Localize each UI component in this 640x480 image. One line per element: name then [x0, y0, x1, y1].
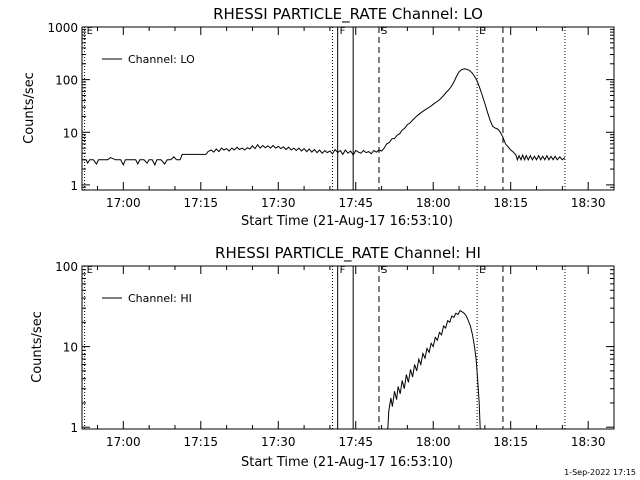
x-axis-label: Start Time (21-Aug-17 16:53:10) — [241, 214, 453, 229]
x-tick-label: 18:15 — [493, 435, 528, 449]
marker-label: F — [340, 26, 346, 37]
y-ticks: 1 10 100 1000 — [47, 21, 614, 193]
marker-label: S — [381, 265, 387, 276]
x-ticks: 17:00 17:15 17:30 17:45 18:00 18:15 18:30 — [96, 27, 615, 210]
marker-label: F — [340, 265, 346, 276]
x-tick-label: 17:00 — [106, 435, 141, 449]
y-tick-label: 10 — [63, 341, 78, 355]
series-line-hi — [387, 309, 481, 430]
x-tick-label: 17:00 — [106, 196, 141, 210]
plot-frame — [81, 265, 615, 430]
y-ticks: 1 10 100 — [55, 260, 614, 435]
x-tick-label: 17:15 — [183, 196, 218, 210]
legend-label: Channel: LO — [128, 53, 195, 66]
y-tick-label: 1 — [70, 179, 78, 193]
y-tick-label: 1000 — [47, 21, 78, 35]
series-line-lo — [82, 68, 566, 167]
x-tick-label: 18:30 — [571, 196, 606, 210]
x-tick-label: 17:30 — [261, 435, 296, 449]
x-tick-label: 18:30 — [571, 435, 606, 449]
y-tick-label: 100 — [55, 260, 78, 274]
plot-frame — [81, 26, 615, 191]
marker-label: E — [87, 26, 93, 37]
x-tick-label: 18:00 — [416, 435, 451, 449]
x-tick-label: 17:45 — [338, 196, 373, 210]
x-ticks: 17:00 17:15 17:30 17:45 18:00 18:15 18:30 — [96, 266, 615, 449]
chart-title: RHESSI PARTICLE_RATE Channel: LO — [213, 5, 483, 24]
y-tick-label: 10 — [63, 126, 78, 140]
marker-label: E — [479, 265, 485, 276]
marker-label: S — [381, 26, 387, 37]
y-tick-label: 100 — [55, 74, 78, 88]
y-tick-label: 1 — [70, 421, 78, 435]
chart-title: RHESSI PARTICLE_RATE Channel: HI — [215, 244, 481, 263]
x-tick-label: 17:45 — [338, 435, 373, 449]
x-tick-label: 18:15 — [493, 196, 528, 210]
marker-label: E — [87, 265, 93, 276]
x-tick-label: 17:30 — [261, 196, 296, 210]
y-axis-label: Counts/sec — [30, 311, 45, 383]
x-tick-label: 18:00 — [416, 196, 451, 210]
footer-timestamp: 1-Sep-2022 17:15 — [564, 468, 636, 477]
legend-label: Channel: HI — [128, 292, 192, 305]
x-tick-label: 17:15 — [183, 435, 218, 449]
y-axis-label: Counts/sec — [22, 72, 37, 144]
marker-label: E — [479, 26, 485, 37]
x-axis-label: Start Time (21-Aug-17 16:53:10) — [241, 455, 453, 470]
